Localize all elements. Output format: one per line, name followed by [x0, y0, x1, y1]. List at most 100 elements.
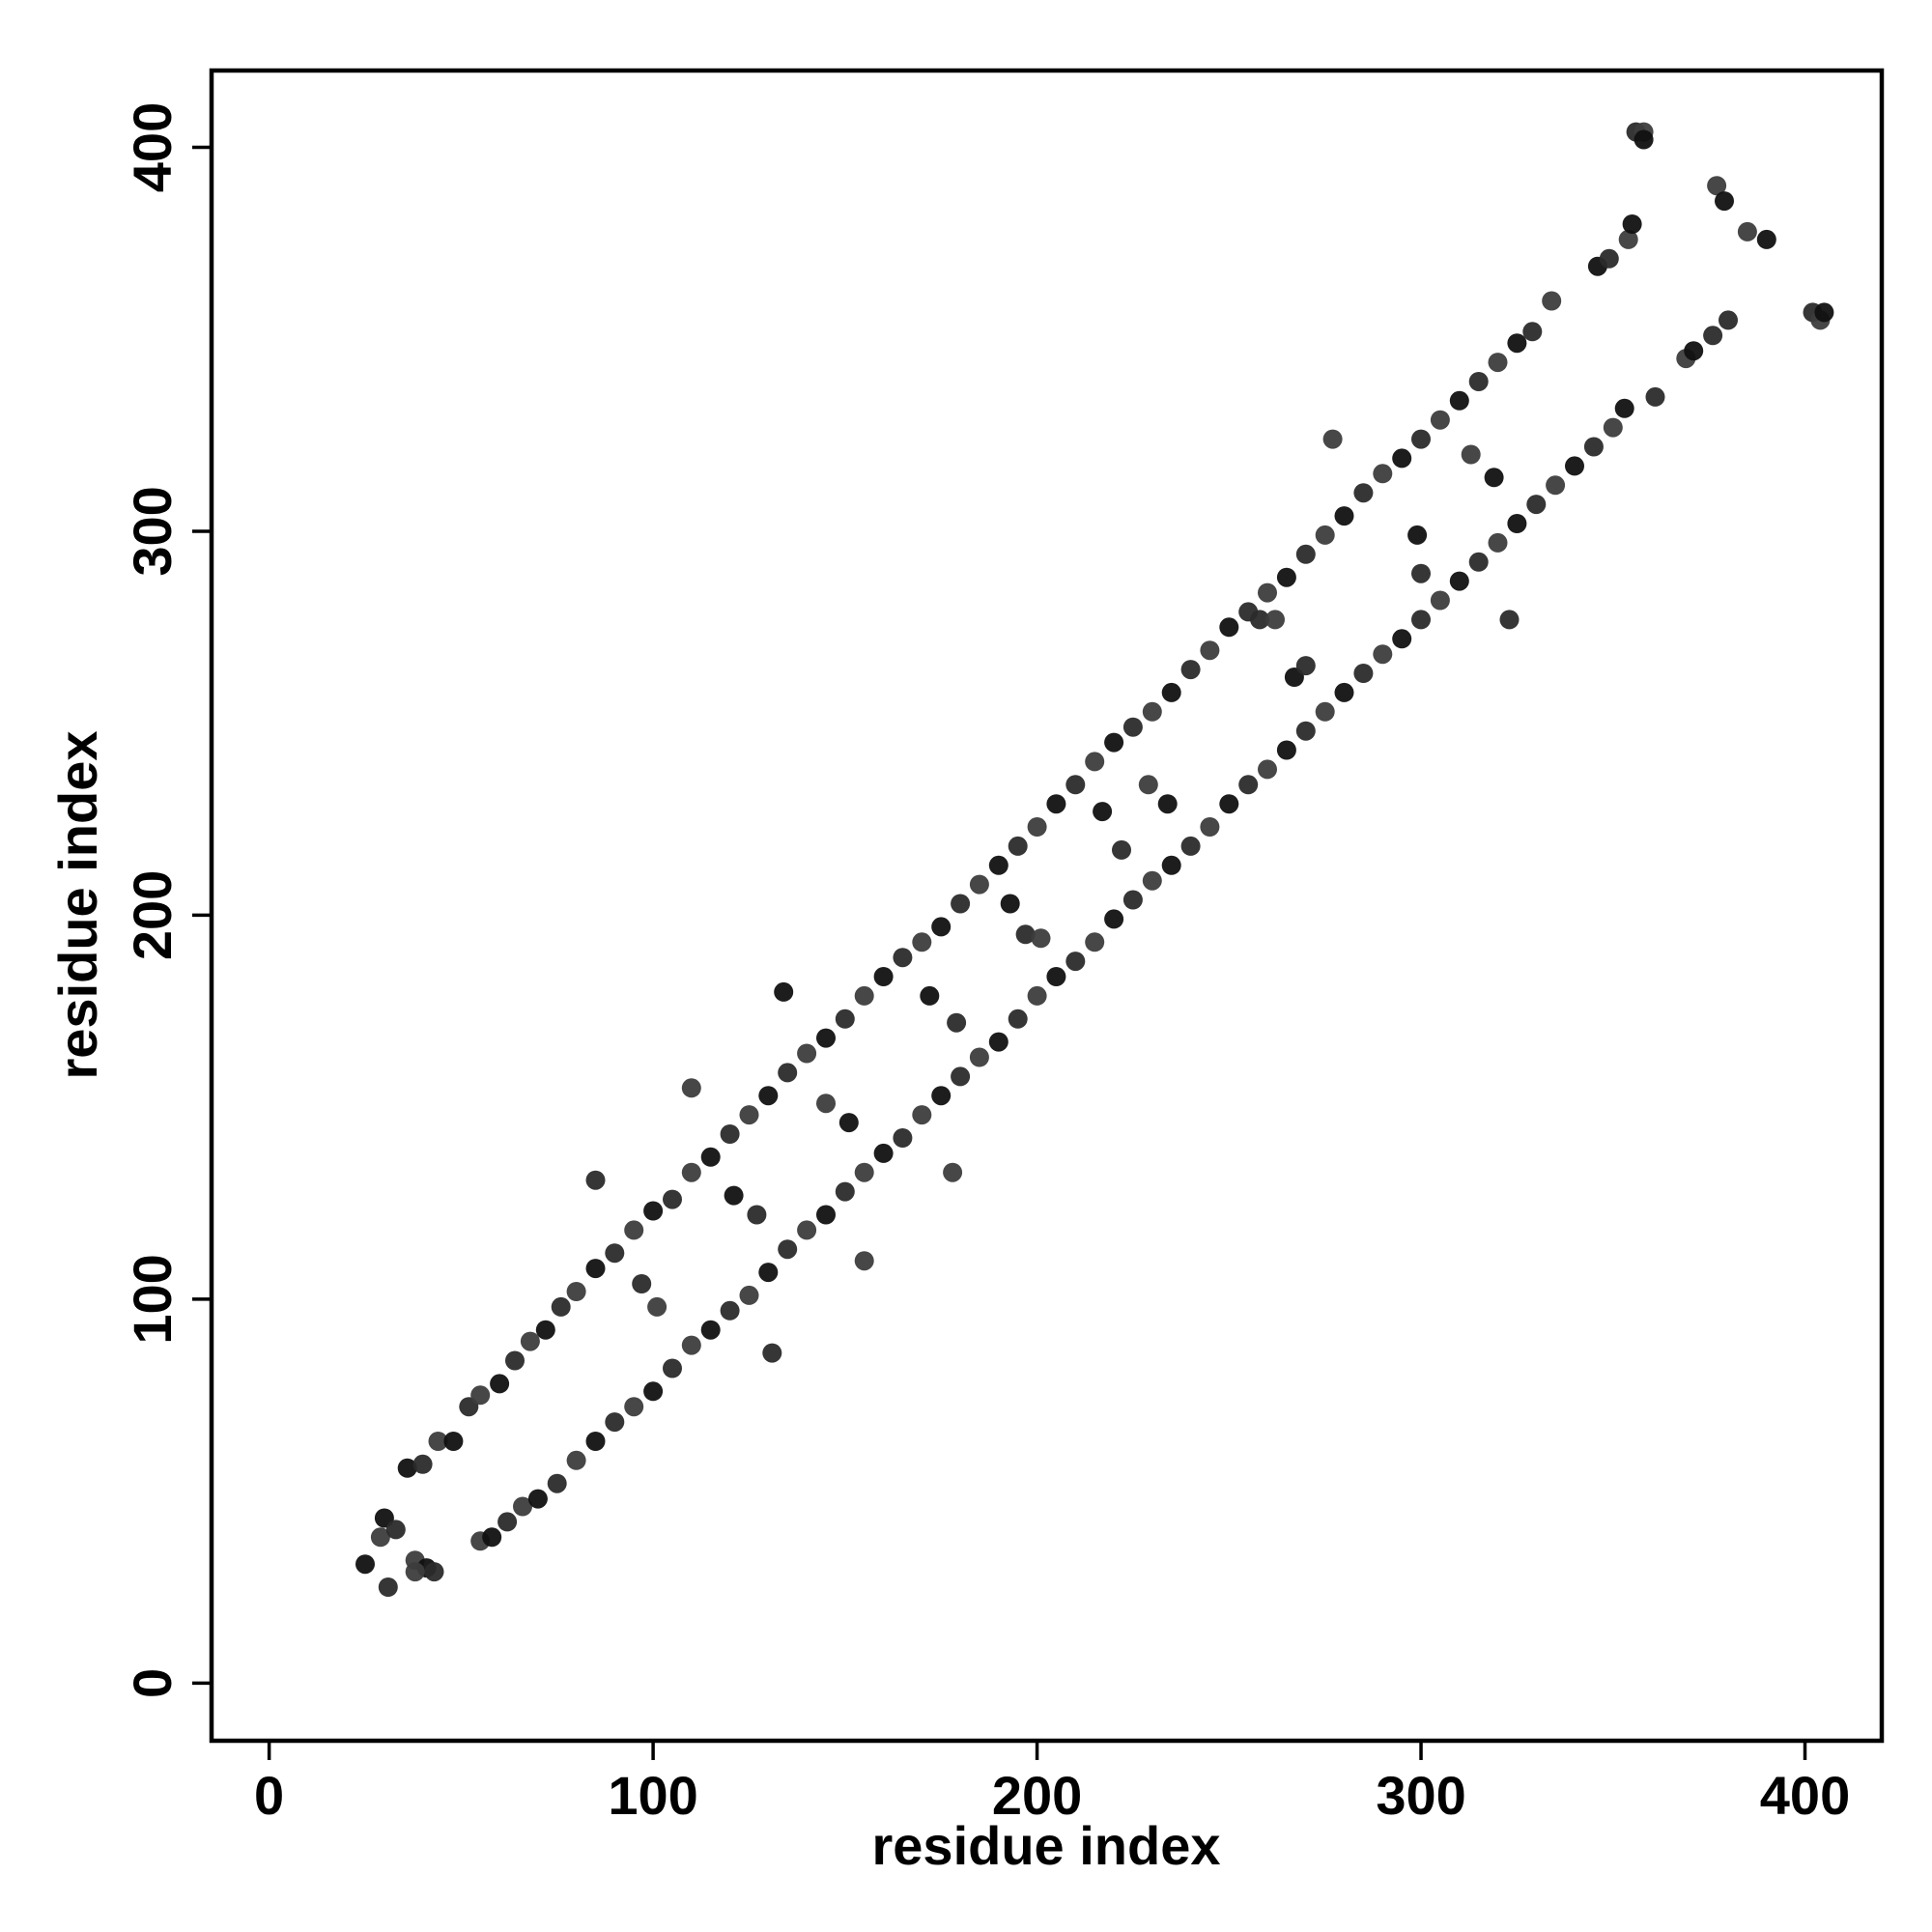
data-point: [1618, 229, 1638, 249]
data-point: [566, 1450, 586, 1470]
data-point: [1507, 514, 1527, 533]
data-point: [520, 1331, 540, 1351]
data-point: [854, 1162, 874, 1182]
data-point: [1250, 610, 1270, 630]
data-point: [681, 1335, 701, 1355]
x-axis: 0 100 200 300 400: [254, 1741, 1850, 1826]
data-point: [1411, 563, 1431, 583]
data-point: [370, 1527, 390, 1548]
plot-frame: [209, 68, 1885, 1744]
data-point: [1008, 1009, 1028, 1029]
data-point: [1180, 836, 1201, 856]
data-point: [1015, 924, 1036, 945]
data-point: [1411, 610, 1431, 630]
data-point: [873, 1143, 894, 1163]
data-point: [1737, 221, 1757, 242]
data-point: [988, 1032, 1009, 1052]
data-point: [912, 932, 932, 952]
data-point: [643, 1381, 664, 1402]
data-point: [681, 1078, 701, 1098]
data-point: [1719, 310, 1738, 330]
data-point: [1031, 928, 1051, 949]
data-point: [1392, 448, 1412, 469]
data-point: [1507, 333, 1527, 354]
data-point: [1634, 129, 1654, 150]
data-point: [663, 1189, 682, 1209]
data-point: [1276, 740, 1296, 760]
data-point: [816, 1205, 836, 1225]
data-point: [988, 855, 1009, 875]
data-point: [969, 1047, 989, 1067]
data-point: [497, 1512, 518, 1532]
y-tick-label: 400: [122, 102, 183, 192]
x-axis-label: residue index: [871, 1815, 1220, 1876]
data-point: [1334, 682, 1354, 702]
data-point: [1295, 544, 1316, 564]
data-point: [1104, 732, 1124, 753]
data-point: [681, 1162, 701, 1182]
data-point: [920, 985, 940, 1006]
data-point: [1200, 817, 1220, 837]
data-point: [585, 1259, 606, 1279]
data-point: [405, 1562, 425, 1582]
data-point: [912, 1105, 932, 1125]
data-point: [1373, 644, 1393, 665]
data-point: [1000, 894, 1020, 914]
data-point: [378, 1577, 398, 1597]
data-point: [947, 1012, 967, 1033]
data-point: [412, 1454, 433, 1474]
data-point: [893, 1128, 913, 1148]
data-point: [482, 1527, 502, 1548]
data-point: [1093, 802, 1113, 822]
data-point: [1219, 794, 1239, 814]
data-point: [1027, 985, 1047, 1006]
data-point: [1295, 656, 1316, 676]
data-point: [1008, 836, 1028, 856]
data-point: [1276, 567, 1296, 587]
data-point: [663, 1358, 682, 1378]
data-point: [643, 1201, 664, 1221]
data-point: [443, 1432, 464, 1451]
data-point: [513, 1496, 532, 1517]
data-point: [647, 1296, 668, 1317]
data-point: [951, 1066, 971, 1087]
data-point: [1112, 839, 1131, 860]
data-point: [1373, 464, 1393, 484]
data-point: [632, 1274, 652, 1293]
data-point: [969, 874, 989, 895]
data-point: [1258, 582, 1277, 603]
points-layer: [355, 122, 1834, 1597]
data-point: [854, 1251, 874, 1271]
data-point: [1315, 701, 1335, 722]
data-point: [1180, 660, 1201, 680]
data-point: [1622, 214, 1642, 234]
data-point: [739, 1105, 759, 1125]
data-point: [835, 1009, 855, 1029]
data-point: [1085, 932, 1105, 952]
data-point: [1322, 429, 1343, 449]
data-point: [747, 1205, 767, 1225]
data-point: [1200, 640, 1220, 661]
data-point: [1065, 775, 1086, 795]
data-point: [1645, 386, 1665, 407]
data-point: [778, 1063, 798, 1083]
data-point: [1046, 794, 1066, 814]
data-point: [1353, 483, 1374, 503]
data-point: [428, 1432, 448, 1451]
data-point: [1468, 552, 1489, 572]
x-tick-label: 200: [992, 1765, 1082, 1826]
data-point: [1392, 629, 1412, 649]
data-point: [1353, 664, 1374, 683]
data-point: [1065, 952, 1086, 972]
data-point: [1484, 468, 1504, 488]
data-point: [774, 981, 794, 1002]
data-point: [778, 1239, 798, 1260]
y-tick-label: 300: [122, 486, 183, 576]
data-point: [1161, 855, 1181, 875]
data-point: [1411, 429, 1431, 449]
x-tick-label: 100: [608, 1765, 697, 1826]
y-tick-label: 0: [122, 1668, 183, 1698]
x-tick-label: 0: [254, 1765, 284, 1826]
